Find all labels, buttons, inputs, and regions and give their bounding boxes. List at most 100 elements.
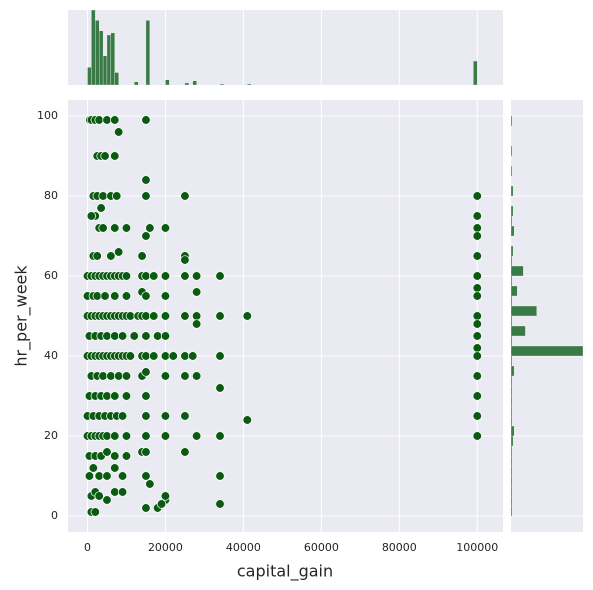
histogram-bar [91, 9, 96, 86]
histogram-bar [95, 20, 100, 86]
y-tick-label: 100 [37, 109, 58, 122]
scatter-point [96, 203, 106, 213]
scatter-point [110, 291, 120, 301]
scatter-point [129, 331, 139, 341]
scatter-point [168, 351, 178, 361]
x-tick-label: 40000 [226, 541, 261, 554]
scatter-point [180, 191, 190, 201]
histogram-bar [510, 375, 513, 387]
scatter-point [102, 115, 112, 125]
scatter-point [141, 191, 151, 201]
histogram-bar [184, 82, 189, 86]
scatter-point [472, 231, 482, 241]
scatter-point [160, 311, 171, 321]
y-tick-label: 60 [44, 269, 58, 282]
scatter-point [121, 223, 132, 233]
scatter-point [102, 431, 112, 441]
scatter-point [110, 391, 120, 401]
scatter-point [100, 291, 110, 301]
scatter-point [110, 431, 120, 441]
scatter-point [242, 415, 252, 425]
scatter-point [242, 311, 252, 321]
histogram-bar [510, 285, 518, 297]
histogram-bar [114, 72, 119, 86]
scatter-point [98, 191, 108, 201]
histogram-bar [510, 355, 513, 367]
top-marginal-panel [68, 10, 503, 85]
scatter-point [98, 223, 108, 233]
scatter-point [472, 291, 482, 301]
histogram-bar [247, 83, 252, 86]
histogram-bar [510, 265, 524, 277]
scatter-point [215, 471, 225, 481]
scatter-point [141, 271, 151, 281]
scatter-point [191, 371, 202, 381]
scatter-point [121, 431, 132, 441]
scatter-point [145, 479, 155, 489]
scatter-point [149, 271, 159, 281]
histogram-bar [106, 34, 112, 86]
scatter-point [86, 211, 97, 221]
scatter-point [110, 151, 120, 161]
scatter-point [141, 175, 151, 185]
scatter-point [121, 271, 132, 281]
scatter-point [125, 351, 136, 361]
scatter-point [215, 351, 225, 361]
scatter-point [180, 411, 190, 421]
scatter-point [102, 447, 112, 457]
histogram-bar [145, 20, 151, 86]
histogram-bar [510, 495, 513, 507]
histogram-bar [87, 67, 92, 86]
scatter-point [191, 319, 202, 329]
scatter-point [117, 331, 128, 341]
scatter-point [180, 371, 190, 381]
scatter-point [141, 231, 151, 241]
scatter-point [180, 351, 190, 361]
scatter-point [472, 431, 482, 441]
x-tick-label: 80000 [382, 541, 417, 554]
histogram-bar [510, 405, 513, 417]
scatter-point [112, 191, 122, 201]
histogram-bar [510, 295, 513, 307]
scatter-point [160, 271, 171, 281]
scatter-point [94, 115, 104, 125]
x-tick-label: 0 [84, 541, 91, 554]
scatter-point [121, 391, 132, 401]
scatter-point [141, 503, 151, 513]
scatter-point [215, 431, 225, 441]
scatter-point [160, 351, 171, 361]
histogram-bar [510, 505, 513, 517]
scatter-point [160, 371, 171, 381]
scatter-point [156, 499, 167, 509]
scatter-point [110, 463, 120, 473]
histogram-bar [510, 475, 513, 487]
scatter-point [92, 251, 102, 261]
scatter-point [141, 411, 151, 421]
y-tick-label: 0 [51, 509, 58, 522]
histogram-bar [510, 395, 513, 407]
x-tick-label: 60000 [304, 541, 339, 554]
scatter-point [110, 115, 120, 125]
histogram-bar [510, 205, 514, 217]
scatter-point [153, 331, 163, 341]
scatter-point [472, 343, 482, 353]
scatter-point [180, 311, 190, 321]
histogram-bar [510, 275, 513, 287]
histogram-bar [510, 345, 584, 357]
histogram-bar [510, 365, 515, 377]
histogram-bar [165, 79, 170, 86]
histogram-bar [99, 30, 104, 86]
scatter-point [180, 271, 190, 281]
scatter-point [117, 411, 128, 421]
histogram-bar [510, 245, 514, 257]
scatter-point [215, 383, 225, 393]
scatter-point [191, 271, 202, 281]
scatter-point [114, 371, 124, 381]
histogram-bar [510, 255, 513, 267]
scatter-point [472, 391, 482, 401]
histogram-bar [134, 81, 139, 86]
scatter-point [94, 491, 104, 501]
histogram-bar [510, 485, 513, 497]
scatter-point [160, 331, 171, 341]
